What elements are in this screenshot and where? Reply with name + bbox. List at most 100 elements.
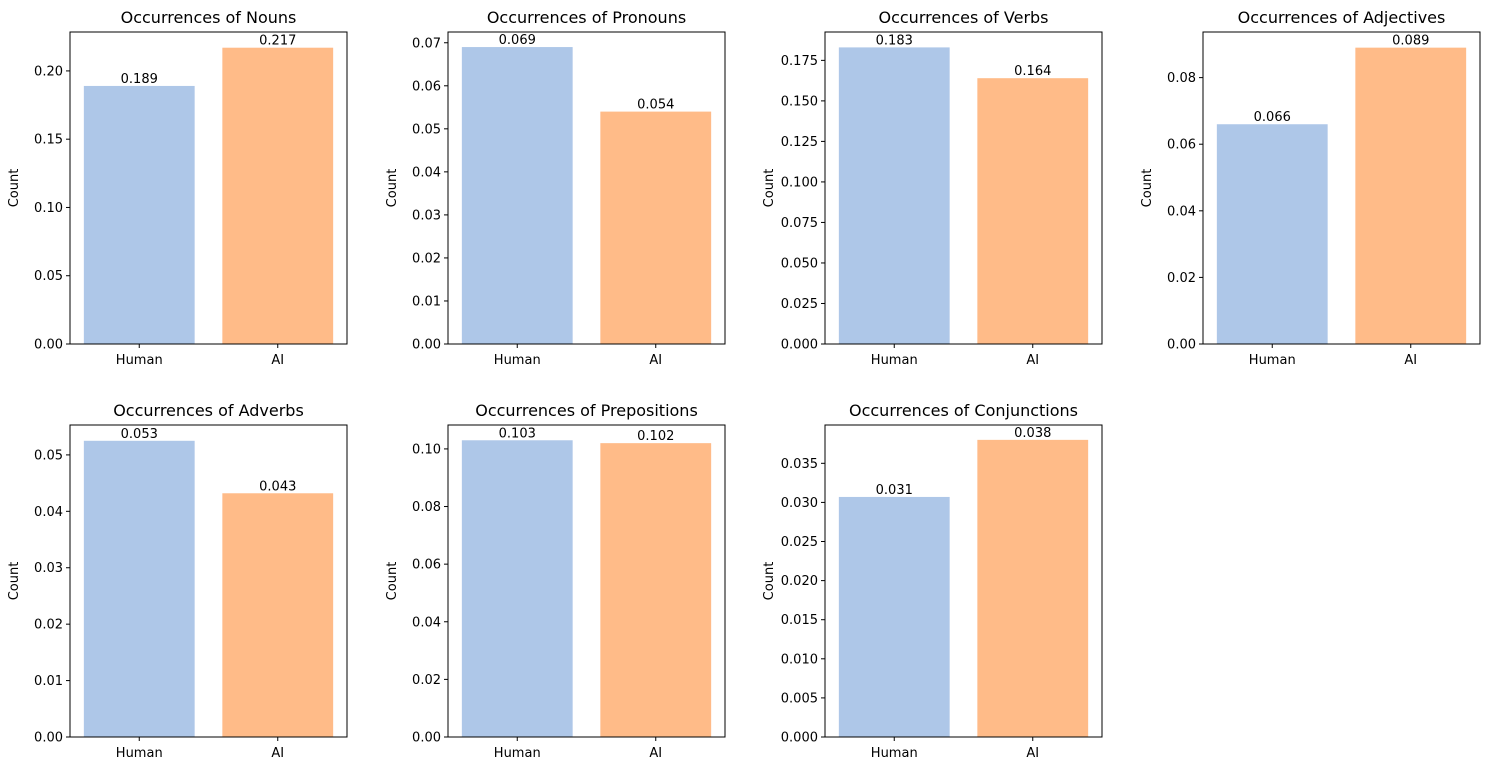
bar-ai [222, 47, 334, 345]
data-label: 0.089 [1392, 34, 1429, 49]
data-label: 0.189 [121, 72, 158, 87]
y-tick-label: 0.020 [781, 574, 818, 589]
chart-title: Occurrences of Adjectives [1238, 8, 1446, 27]
y-tick-label: 0.02 [34, 618, 63, 633]
chart-panel-3: 0.066 Human 0.089 AI 0.00 0.02 0.04 0.06 0.08 Occ… [1140, 8, 1481, 368]
y-tick-label: 0.01 [34, 674, 63, 689]
chart-panel-1: 0.069 Human 0.054 AI 0.00 0.01 0.02 0.03 0.04 0.0… [385, 8, 726, 368]
y-tick-label: 0.08 [1167, 71, 1196, 86]
y-tick-label: 0.06 [412, 79, 441, 94]
data-label: 0.102 [637, 429, 674, 444]
chart-panel-0: 0.189 Human 0.217 AI 0.00 0.05 0.10 0.15 0.20 Occ… [7, 8, 348, 368]
axes-frame [824, 31, 1103, 345]
x-tick-label: Human [116, 353, 163, 368]
bar-human [461, 47, 573, 344]
chart-title: Occurrences of Prepositions [475, 401, 698, 420]
bar-human [461, 440, 573, 737]
y-tick-label: 0.20 [34, 64, 63, 79]
data-label: 0.066 [1254, 110, 1291, 125]
chart-title: Occurrences of Conjunctions [849, 401, 1078, 420]
data-label: 0.103 [499, 426, 536, 441]
chart-title: Occurrences of Adverbs [113, 401, 304, 420]
y-tick-label: 0.06 [412, 558, 441, 573]
axes-frame [69, 424, 348, 738]
y-tick-label: 0.00 [34, 338, 63, 353]
axes-frame [447, 424, 726, 738]
y-tick-label: 0.035 [781, 457, 818, 472]
chart-title: Occurrences of Nouns [121, 8, 297, 27]
data-label: 0.164 [1014, 64, 1051, 79]
x-tick-label: AI [271, 746, 284, 761]
y-tick-label: 0.050 [781, 256, 818, 271]
y-tick-label: 0.010 [781, 652, 818, 667]
data-label: 0.043 [259, 479, 296, 494]
chart-panel-5: 0.103 Human 0.102 AI 0.00 0.02 0.04 0.06 0.08 0.1… [385, 401, 726, 761]
data-label: 0.054 [637, 98, 674, 113]
chart-title: Occurrences of Verbs [878, 8, 1048, 27]
bar-human [838, 496, 950, 737]
bar-ai [977, 78, 1089, 345]
y-tick-label: 0.175 [781, 54, 818, 69]
y-tick-label: 0.05 [34, 269, 63, 284]
data-label: 0.038 [1014, 426, 1051, 441]
y-tick-label: 0.025 [781, 297, 818, 312]
chart-panel-4: 0.053 Human 0.043 AI 0.00 0.01 0.02 0.03 0.04 0.0… [7, 401, 348, 761]
bar-ai [600, 111, 712, 344]
y-tick-label: 0.030 [781, 496, 818, 511]
y-tick-label: 0.06 [1167, 138, 1196, 153]
y-tick-label: 0.01 [412, 294, 441, 309]
chart-panel-6: 0.031 Human 0.038 AI 0.000 0.005 0.010 0.015 0.0… [762, 401, 1103, 761]
y-tick-label: 0.07 [412, 36, 441, 51]
bar-ai [1355, 47, 1467, 344]
x-tick-label: AI [649, 353, 662, 368]
y-axis-label: Count [385, 169, 400, 208]
y-tick-label: 0.02 [412, 673, 441, 688]
data-label: 0.031 [876, 483, 913, 498]
data-label: 0.069 [499, 33, 536, 48]
y-tick-label: 0.025 [781, 535, 818, 550]
y-tick-label: 0.02 [1167, 271, 1196, 286]
y-tick-label: 0.15 [34, 133, 63, 148]
bar-human [838, 47, 950, 345]
axes-frame [447, 31, 726, 345]
y-axis-label: Count [7, 562, 22, 601]
data-label: 0.053 [121, 427, 158, 442]
y-tick-label: 0.03 [412, 208, 441, 223]
y-tick-label: 0.04 [412, 615, 441, 630]
y-axis-label: Count [762, 169, 777, 208]
x-tick-label: Human [1249, 353, 1296, 368]
bar-ai [600, 443, 712, 737]
y-tick-label: 0.03 [34, 561, 63, 576]
y-tick-label: 0.08 [412, 500, 441, 515]
y-tick-label: 0.04 [34, 505, 63, 520]
y-tick-label: 0.00 [412, 731, 441, 746]
x-tick-label: AI [649, 746, 662, 761]
x-tick-label: AI [271, 353, 284, 368]
bar-human [83, 440, 195, 737]
data-label: 0.183 [876, 33, 913, 48]
chart-title: Occurrences of Pronouns [487, 8, 686, 27]
y-tick-label: 0.04 [1167, 204, 1196, 219]
axes-frame [824, 424, 1103, 738]
x-tick-label: Human [871, 746, 918, 761]
x-tick-label: AI [1026, 353, 1039, 368]
y-tick-label: 0.005 [781, 691, 818, 706]
x-tick-label: Human [494, 353, 541, 368]
y-tick-label: 0.150 [781, 94, 818, 109]
y-tick-label: 0.075 [781, 216, 818, 231]
x-tick-label: AI [1026, 746, 1039, 761]
y-tick-label: 0.10 [412, 442, 441, 457]
y-tick-label: 0.000 [781, 731, 818, 746]
y-axis-label: Count [7, 169, 22, 208]
x-tick-label: AI [1404, 353, 1417, 368]
y-axis-label: Count [1140, 169, 1155, 208]
axes-frame [69, 31, 348, 345]
bar-human [1216, 124, 1328, 344]
y-tick-label: 0.00 [1167, 338, 1196, 353]
x-tick-label: Human [871, 353, 918, 368]
y-tick-label: 0.00 [412, 338, 441, 353]
y-axis-label: Count [385, 562, 400, 601]
x-tick-label: Human [494, 746, 541, 761]
y-tick-label: 0.02 [412, 251, 441, 266]
